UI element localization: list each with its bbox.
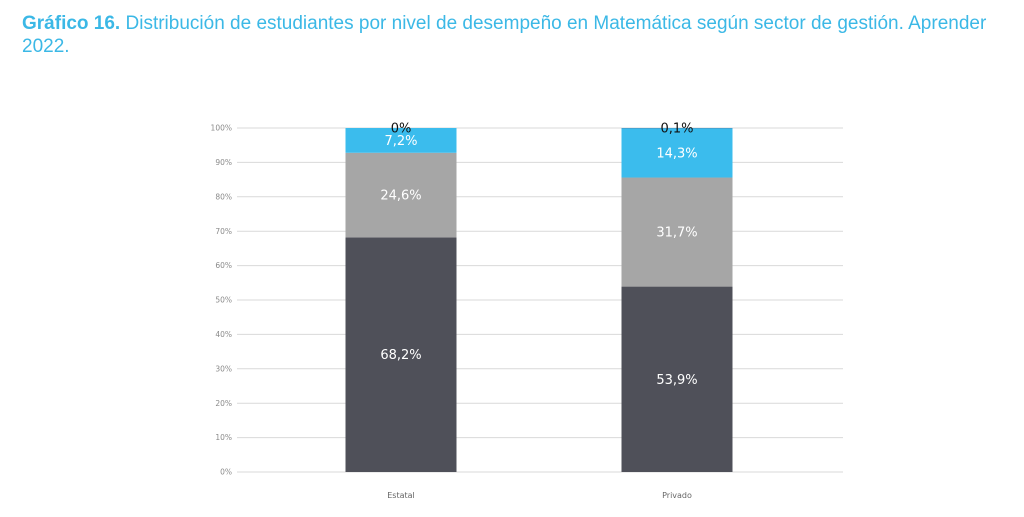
bar-segment — [621, 177, 733, 287]
y-axis-ticks: 0% 10% 20% 30% 40% 50% 60% 70% 80% 90% 100% — [211, 124, 232, 477]
data-label: 24,6% — [380, 189, 421, 204]
y-tick-label: 0% — [220, 468, 232, 477]
y-tick-label: 50% — [215, 296, 232, 305]
data-label: 0% — [391, 122, 412, 137]
y-tick-label: 100% — [211, 124, 232, 133]
data-labels: 68,2% 24,6% 7,2%0% 53,9% 31,7% 14,3% 0,1% — [380, 122, 697, 388]
data-label: 0,1% — [660, 122, 693, 137]
x-category-label: Estatal — [387, 491, 415, 500]
data-label: 53,9% — [656, 373, 697, 388]
bars — [345, 128, 733, 472]
bar-segment — [345, 237, 457, 472]
y-tick-label: 60% — [215, 261, 232, 270]
data-label: 31,7% — [656, 226, 697, 241]
chart-title-rest: Distribución de estudiantes por nivel de… — [22, 13, 987, 57]
y-tick-label: 40% — [215, 330, 232, 339]
x-axis-categories: Estatal Privado — [387, 491, 692, 500]
bar-segment — [621, 286, 733, 472]
y-tick-label: 20% — [215, 399, 232, 408]
gridlines — [237, 127, 843, 473]
bar-segment — [345, 152, 457, 238]
chart-title: Gráfico 16. Distribución de estudiantes … — [22, 12, 1012, 58]
bar-segment — [621, 128, 733, 178]
bar-segment — [345, 128, 457, 153]
y-tick-label: 30% — [215, 364, 232, 373]
y-tick-label: 80% — [215, 192, 232, 201]
data-label: 14,3% — [656, 146, 697, 161]
chart-title-lead: Gráfico 16. — [22, 13, 121, 34]
data-label: 7,2% — [384, 134, 417, 149]
data-label: 68,2% — [380, 348, 421, 363]
x-category-label: Privado — [662, 491, 692, 500]
y-tick-label: 10% — [215, 433, 232, 442]
y-tick-label: 90% — [215, 158, 232, 167]
y-tick-label: 70% — [215, 227, 232, 236]
